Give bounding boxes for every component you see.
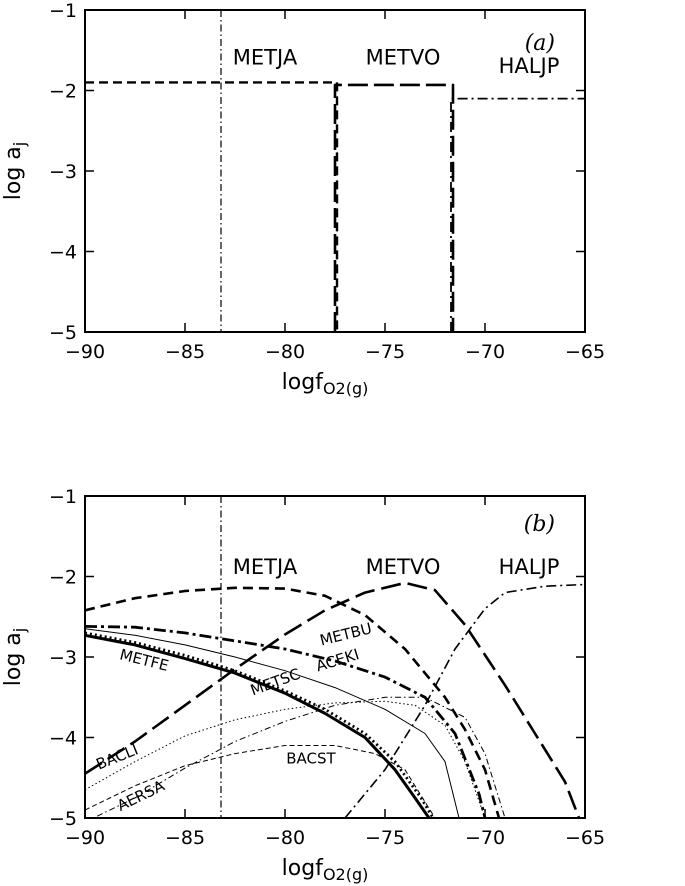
- panel-b-y-axis-label-sub: j: [10, 628, 29, 633]
- panel-a-y-tick-labels: −5 −4 −3 −2 −1: [49, 0, 77, 344]
- x-tick-label: −65: [565, 341, 605, 363]
- series-label-bacli: BACLI: [94, 741, 141, 774]
- y-tick-label: −1: [49, 486, 77, 508]
- panel-b-x-tick-labels: −90 −85 −80 −75 −70 −65: [65, 827, 605, 849]
- panel-a-series-labels: METJA METVO HALJP: [233, 46, 560, 78]
- panel-a: −90 −85 −80 −75 −70 −65 −5 −4 −3 −2 −1 METJA METVO…: [1, 0, 605, 398]
- series-label-aersa: AERSA: [114, 776, 168, 815]
- x-tick-label: −70: [465, 827, 505, 849]
- y-tick-label: −5: [49, 808, 77, 830]
- panel-a-y-axis-label: log aj: [1, 142, 29, 200]
- x-tick-label: −85: [165, 827, 205, 849]
- series-label-bacst: BACST: [286, 749, 336, 767]
- x-tick-label: −90: [65, 827, 105, 849]
- series-label-aceki: ACEKI: [314, 645, 362, 675]
- y-tick-label: −2: [49, 567, 77, 589]
- x-tick-label: −70: [465, 341, 505, 363]
- x-tick-label: −80: [265, 341, 305, 363]
- series-line-haljp: [450, 97, 585, 332]
- x-tick-label: −90: [65, 341, 105, 363]
- series-line-haljp: [344, 583, 585, 818]
- panel-a-x-axis-label: logfO2(g): [282, 370, 369, 398]
- series-line-metbu: [85, 625, 487, 818]
- panel-a-label: (a): [525, 31, 555, 56]
- panel-a-x-axis-label-sub: O2(g): [323, 379, 368, 398]
- series-line-metsc: [85, 633, 431, 818]
- series-label-metvo: METVO: [366, 555, 441, 579]
- y-tick-label: −5: [49, 322, 77, 344]
- x-tick-label: −85: [165, 341, 205, 363]
- panel-b-y-tick-labels: −5 −4 −3 −2 −1: [49, 486, 77, 830]
- x-tick-label: −75: [365, 827, 405, 849]
- series-line-metvo: [333, 83, 455, 332]
- series-line-metja: [85, 81, 339, 332]
- x-tick-label: −75: [365, 341, 405, 363]
- series-label-metvo: METVO: [366, 46, 441, 70]
- series-line-aceki: [85, 628, 460, 818]
- panel-a-x-tick-labels: −90 −85 −80 −75 −70 −65: [65, 341, 605, 363]
- x-tick-label: −65: [565, 827, 605, 849]
- series-label-metbu: METBU: [318, 619, 374, 649]
- panel-b-series: [85, 581, 585, 818]
- panel-b-y-axis-label-main: log a: [1, 632, 26, 686]
- series-label-metja: METJA: [233, 46, 298, 70]
- y-tick-label: −4: [49, 728, 77, 750]
- panel-b-y-axis-label: log aj: [1, 628, 29, 686]
- series-label-metsc: METSC: [248, 665, 303, 700]
- panel-a-x-axis-label-main: logf: [282, 370, 325, 395]
- series-label-haljp: HALJP: [499, 555, 560, 579]
- panel-a-y-axis-label-sub: j: [10, 142, 29, 147]
- panel-b: −90 −85 −80 −75 −70 −65 −5 −4 −3 −2 −1 METJA METVO…: [1, 486, 605, 884]
- x-tick-label: −80: [265, 827, 305, 849]
- panel-b-frame: [84, 495, 586, 819]
- series-line-metfe: [85, 631, 435, 818]
- panel-b-x-axis-label-main: logf: [282, 856, 325, 881]
- y-tick-label: −3: [49, 647, 77, 669]
- series-line-metja: [85, 586, 501, 818]
- series-label-metfe: METFE: [118, 645, 171, 674]
- y-tick-label: −2: [49, 81, 77, 103]
- panel-a-frame: [84, 9, 586, 333]
- y-tick-label: −1: [49, 0, 77, 22]
- series-line-bacst: [85, 745, 436, 818]
- panel-b-x-axis-label-sub: O2(g): [323, 865, 368, 884]
- panel-b-x-axis-label: logfO2(g): [282, 856, 369, 884]
- panel-a-y-axis-label-main: log a: [1, 146, 26, 200]
- series-label-metja: METJA: [233, 555, 298, 579]
- panel-b-label: (b): [524, 512, 555, 537]
- series-label-haljp: HALJP: [499, 54, 560, 78]
- y-tick-label: −4: [49, 242, 77, 264]
- y-tick-label: −3: [49, 161, 77, 183]
- panel-a-series: [85, 81, 585, 332]
- series-line-metvo: [85, 581, 581, 818]
